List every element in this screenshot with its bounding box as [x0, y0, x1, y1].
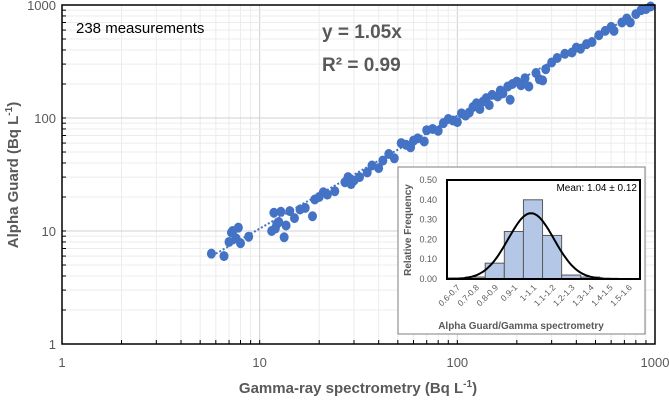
data-point — [274, 217, 284, 228]
histogram-y-tick-label: 0.20 — [419, 234, 437, 244]
data-point — [374, 163, 384, 174]
data-point — [646, 1, 656, 12]
histogram-bar — [542, 234, 563, 280]
data-point — [475, 104, 485, 115]
data-point — [269, 207, 279, 218]
x-tick-label: 1 — [58, 355, 65, 370]
data-point — [276, 206, 286, 217]
histogram-bar — [503, 230, 524, 280]
data-point — [244, 231, 254, 242]
data-point — [206, 248, 216, 259]
data-point — [538, 75, 548, 86]
plot-area-border — [61, 4, 656, 345]
data-point — [389, 153, 399, 164]
axis-ticks: 1 10 100 1000 1 10 100 1000 — [27, 0, 669, 370]
data-point — [300, 202, 310, 213]
x-tick-label: 10 — [252, 355, 266, 370]
y-tick-label: 10 — [42, 224, 56, 239]
mean-label: Mean: 1.04 ± 0.12 — [556, 183, 637, 194]
data-point — [330, 186, 340, 197]
data-point — [433, 125, 443, 136]
data-point — [452, 117, 462, 128]
data-point — [236, 238, 246, 249]
data-point — [419, 136, 429, 147]
data-point — [560, 48, 570, 59]
data-point — [378, 155, 388, 166]
equation-label: y = 1.05x — [322, 22, 402, 43]
y-tick-label: 1 — [49, 337, 56, 352]
data-point — [322, 189, 332, 200]
inset-plot-border — [446, 179, 641, 280]
data-point — [498, 88, 508, 99]
x-axis-title: Gamma-ray spectrometry (Bq L-1) — [239, 379, 477, 397]
data-point — [505, 94, 515, 105]
data-point — [289, 213, 299, 224]
data-point — [520, 73, 530, 84]
histogram-inset: 0.000.100.200.300.400.500.6-0.70.7-0.80.… — [397, 166, 646, 335]
y-tick-label: 1000 — [27, 0, 56, 13]
data-point — [524, 81, 534, 92]
data-point — [484, 100, 494, 111]
normal-fit-curve — [447, 212, 620, 280]
data-point — [233, 222, 243, 233]
data-point — [281, 220, 291, 231]
histogram-y-title: Relative Frequency — [403, 184, 414, 276]
y-axis-title: Alpha Guard (Bq L-1) — [4, 102, 22, 248]
histogram-y-tick-label: 0.10 — [419, 254, 437, 264]
r2-label: R² = 0.99 — [322, 55, 401, 76]
data-point — [224, 236, 234, 247]
histogram-y-tick-label: 0.30 — [419, 215, 437, 225]
histogram-y-tick-label: 0.00 — [419, 274, 437, 284]
histogram-bar — [522, 199, 544, 280]
data-points — [206, 1, 656, 262]
data-point — [541, 64, 551, 75]
data-point — [285, 206, 295, 217]
data-point — [609, 25, 619, 36]
data-point — [362, 167, 372, 178]
data-point — [219, 251, 229, 262]
histogram-x-title: Alpha Guard/Gamma spectrometry — [438, 321, 604, 332]
histogram-y-tick-label: 0.40 — [419, 195, 437, 205]
histogram-bar — [484, 262, 505, 280]
data-point — [279, 232, 289, 243]
data-point — [355, 172, 365, 183]
data-point — [552, 52, 562, 63]
x-tick-label: 100 — [446, 355, 468, 370]
histogram-y-tick-label: 0.50 — [419, 175, 437, 185]
data-point — [587, 37, 597, 48]
data-point — [625, 17, 635, 28]
y-tick-label: 100 — [34, 111, 56, 126]
x-tick-label: 1000 — [641, 355, 669, 370]
measurement-count: 238 measurements — [76, 20, 204, 37]
data-point — [307, 211, 317, 222]
